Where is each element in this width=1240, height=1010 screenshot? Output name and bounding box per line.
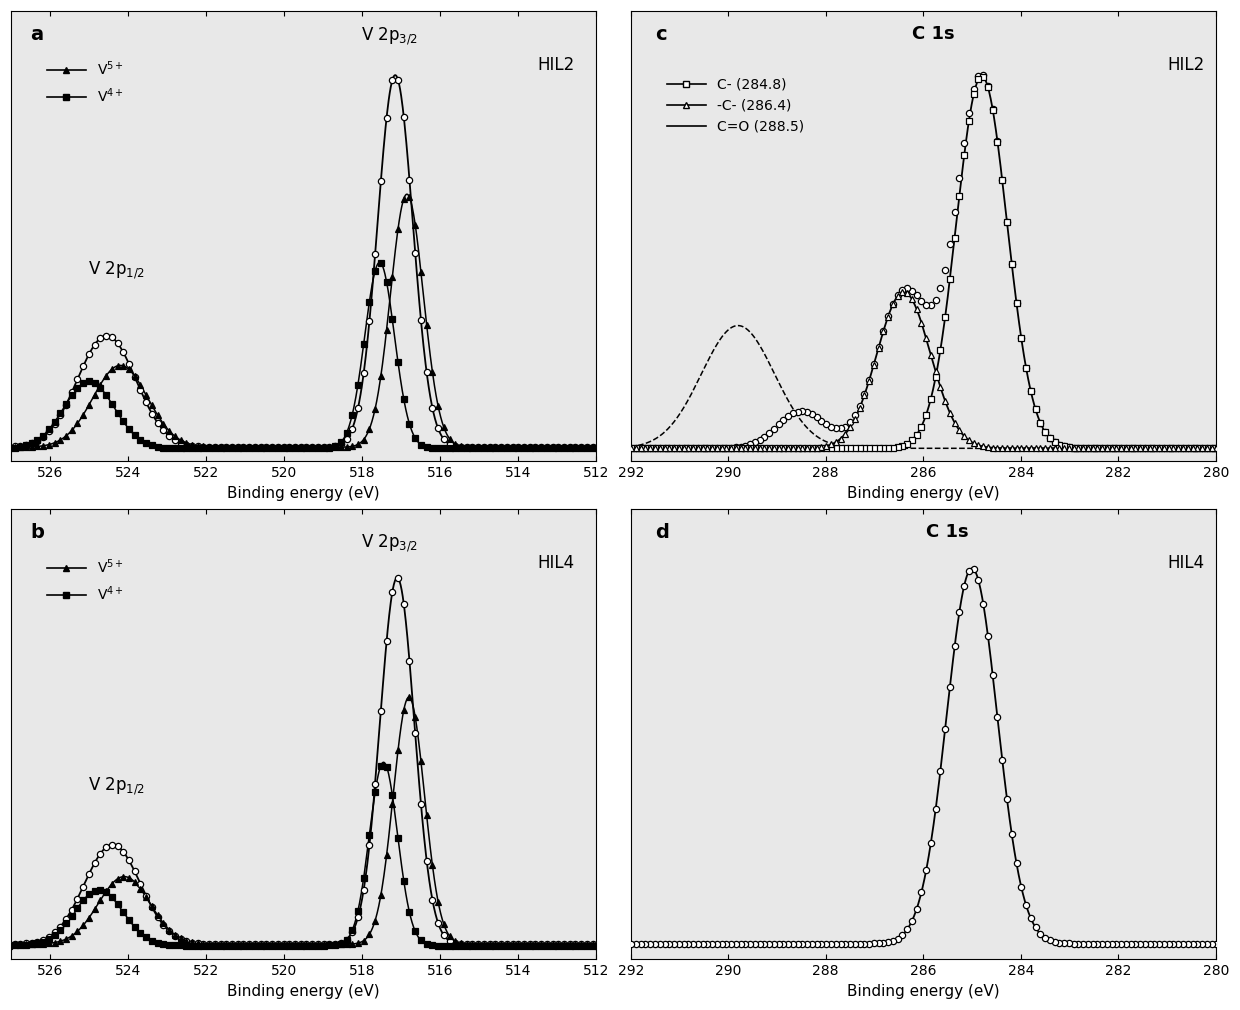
Text: V 2p$_{3/2}$: V 2p$_{3/2}$	[361, 532, 418, 554]
Text: C 1s: C 1s	[911, 24, 955, 42]
Legend: V$^{5+}$, V$^{4+}$: V$^{5+}$, V$^{4+}$	[41, 55, 129, 111]
X-axis label: Binding energy (eV): Binding energy (eV)	[847, 486, 999, 501]
Text: V 2p$_{1/2}$: V 2p$_{1/2}$	[88, 260, 145, 282]
Text: HIL2: HIL2	[1167, 57, 1204, 74]
Text: V 2p$_{1/2}$: V 2p$_{1/2}$	[88, 776, 145, 797]
Text: V 2p$_{3/2}$: V 2p$_{3/2}$	[361, 25, 418, 47]
Text: b: b	[31, 523, 45, 541]
Text: HIL2: HIL2	[538, 57, 575, 74]
Legend: C- (284.8), -C- (286.4), C=O (288.5): C- (284.8), -C- (286.4), C=O (288.5)	[661, 72, 810, 139]
Text: C 1s: C 1s	[926, 523, 968, 540]
Text: HIL4: HIL4	[1167, 554, 1204, 573]
Text: HIL4: HIL4	[538, 554, 574, 573]
X-axis label: Binding energy (eV): Binding energy (eV)	[847, 984, 999, 999]
Text: c: c	[655, 24, 667, 43]
Text: d: d	[655, 523, 670, 541]
Text: a: a	[31, 24, 43, 43]
X-axis label: Binding energy (eV): Binding energy (eV)	[227, 486, 379, 501]
Legend: V$^{5+}$, V$^{4+}$: V$^{5+}$, V$^{4+}$	[41, 552, 129, 609]
X-axis label: Binding energy (eV): Binding energy (eV)	[227, 984, 379, 999]
